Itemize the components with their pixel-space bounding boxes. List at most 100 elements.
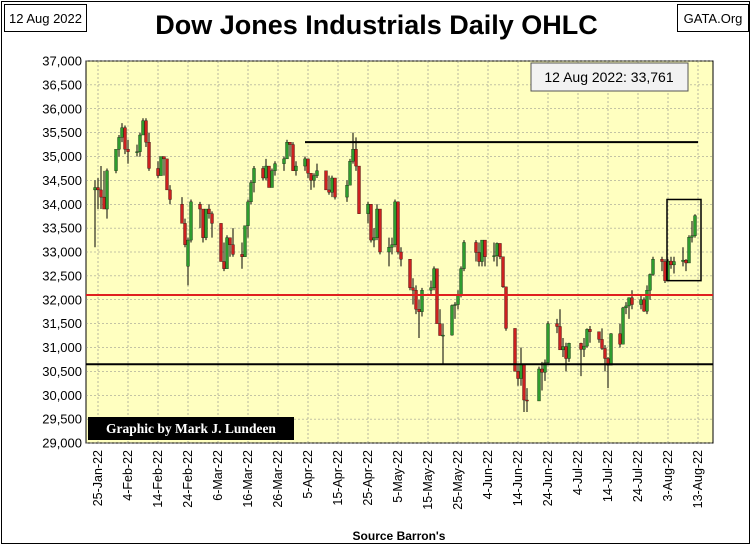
ohlc-bar: [660, 256, 664, 272]
ohlc-body: [270, 170, 274, 188]
ohlc-bar: [273, 161, 277, 176]
ohlc-bar: [210, 211, 214, 238]
ohlc-bar: [246, 199, 250, 238]
ohlc-bar: [420, 287, 424, 317]
ohlc-bar: [372, 228, 376, 248]
ohlc-body: [357, 165, 361, 214]
x-tick-label: 25-Jan-22: [91, 450, 105, 506]
ohlc-body: [495, 243, 499, 256]
ohlc-body: [669, 260, 673, 266]
ohlc-bar: [267, 165, 271, 188]
ohlc-bar: [600, 328, 604, 350]
ohlc-body: [207, 208, 211, 214]
ohlc-body: [525, 399, 529, 402]
ohlc-bar: [645, 285, 649, 315]
ohlc-bar: [399, 247, 403, 267]
ohlc-bar: [288, 142, 292, 157]
ohlc-bar: [435, 268, 439, 324]
ohlc-series: [93, 118, 697, 412]
ohlc-body: [630, 297, 634, 305]
ohlc-body: [462, 242, 466, 269]
ohlc-bar: [306, 158, 310, 178]
ohlc-body: [315, 170, 319, 176]
ohlc-body: [642, 299, 646, 312]
y-tick-label: 29,500: [42, 412, 82, 427]
date-label: 12 Aug 2022: [4, 4, 87, 32]
ohlc-bar: [693, 214, 697, 238]
ohlc-bar: [138, 132, 142, 157]
y-tick-label: 32,000: [42, 292, 82, 307]
ohlc-bar: [609, 333, 613, 366]
ohlc-bar: [462, 240, 466, 272]
y-tick-label: 30,500: [42, 364, 82, 379]
ohlc-body: [249, 182, 253, 203]
ohlc-body: [369, 204, 373, 241]
x-tick-label: 16-Mar-22: [241, 450, 255, 508]
ohlc-bar: [687, 235, 691, 264]
ohlc-body: [522, 364, 526, 401]
ohlc-body: [228, 237, 232, 245]
ohlc-bar: [588, 326, 592, 343]
x-tick-label: 5-Apr-22: [301, 450, 315, 499]
ohlc-body: [288, 142, 292, 145]
y-tick-label: 35,500: [42, 125, 82, 140]
ohlc-body: [303, 158, 307, 167]
ohlc-bar: [543, 359, 547, 381]
ohlc-body: [645, 290, 649, 312]
ohlc-body: [477, 252, 481, 262]
ohlc-bar: [348, 158, 352, 186]
ohlc-bar: [537, 366, 541, 402]
ohlc-body: [543, 362, 547, 373]
ohlc-bar: [387, 237, 391, 267]
ohlc-bar: [105, 168, 109, 219]
ohlc-body: [354, 149, 358, 167]
ohlc-body: [123, 127, 127, 150]
ohlc-body: [240, 254, 244, 257]
ohlc-body: [609, 333, 613, 366]
x-tick-label: 14-Jul-22: [601, 450, 615, 502]
ohlc-body: [435, 268, 439, 324]
ohlc-bar: [483, 239, 487, 267]
ohlc-body: [450, 305, 454, 336]
ohlc-bar: [393, 199, 397, 248]
ohlc-body: [285, 142, 289, 160]
ohlc-body: [396, 201, 400, 253]
ohlc-bar: [135, 144, 139, 157]
x-axis: 25-Jan-22 4-Feb-22 14-Feb-22 24-Feb-22 6-Mar…: [91, 450, 705, 510]
x-tick-label: 4-Jun-22: [481, 450, 495, 499]
ohlc-bar: [186, 237, 190, 286]
ohlc-bar: [141, 118, 145, 136]
ohlc-bar: [558, 309, 562, 351]
ohlc-body: [579, 343, 583, 350]
ohlc-bar: [324, 170, 328, 191]
ohlc-body: [582, 345, 586, 350]
ohlc-body: [351, 149, 355, 162]
ohlc-body: [333, 177, 337, 198]
ohlc-body: [456, 294, 460, 305]
ohlc-body: [273, 163, 277, 171]
ohlc-bar: [453, 302, 457, 319]
ohlc-body: [198, 204, 202, 210]
ohlc-bar: [270, 168, 274, 188]
ohlc-bar: [219, 223, 223, 262]
ohlc-body: [561, 346, 565, 351]
ohlc-body: [498, 243, 502, 257]
ohlc-body: [156, 168, 160, 176]
ohlc-body: [558, 326, 562, 351]
ohlc-body: [513, 328, 517, 372]
ohlc-body: [474, 242, 478, 253]
ohlc-body: [246, 201, 250, 226]
ohlc-body: [327, 189, 331, 193]
ohlc-bar: [201, 208, 205, 243]
ohlc-body: [330, 177, 334, 193]
ohlc-bar: [249, 180, 253, 205]
ohlc-body: [441, 334, 445, 337]
credit-text: Graphic by Mark J. Lundeen: [106, 421, 276, 436]
y-tick-label: 32,500: [42, 268, 82, 283]
ohlc-body: [267, 165, 271, 188]
x-tick-label: 24-Jun-22: [541, 450, 555, 506]
ohlc-bar: [690, 220, 694, 243]
credit-box: Graphic by Mark J. Lundeen: [88, 417, 294, 440]
ohlc-body: [492, 255, 496, 257]
ohlc-body: [231, 244, 235, 255]
